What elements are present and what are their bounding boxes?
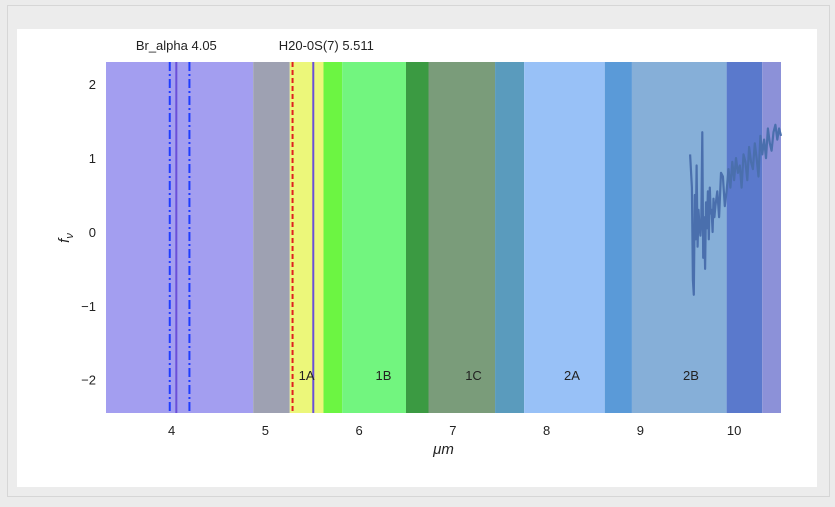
x-tick-label-2: 5: [262, 423, 269, 438]
y-axis-label: fν: [56, 233, 76, 243]
emission-line-markers: [168, 62, 315, 413]
y-tick-label-5: −2: [81, 373, 96, 388]
y-tick-label-2: 1: [89, 151, 96, 166]
x-tick-label-7: 10: [727, 423, 741, 438]
x-tick-label-4: 7: [449, 423, 456, 438]
region-labels: 1A 1B 1C 2A 2B: [299, 368, 699, 383]
band-6: [406, 62, 429, 413]
wavelength-bands: [106, 62, 781, 413]
band-1: [106, 62, 254, 413]
x-tick-label-5: 8: [543, 423, 550, 438]
y-tick-label-1: 2: [89, 77, 96, 92]
band-2: [253, 62, 290, 413]
band-4: [323, 62, 343, 413]
y-axis-label-subscript: ν: [64, 233, 76, 239]
emission-line-labels: Br_alpha 4.05 H20-0S(7) 5.511: [136, 38, 374, 53]
x-tick-label-6: 9: [637, 423, 644, 438]
band-13: [762, 62, 781, 413]
band-3: [289, 62, 324, 413]
line-label-1: Br_alpha 4.05: [136, 38, 217, 53]
y-axis-label-main: f: [56, 237, 73, 243]
y-tick-label-4: −1: [81, 299, 96, 314]
region-label-2: 1B: [376, 368, 392, 383]
band-10: [604, 62, 632, 413]
spectrum-series: [689, 123, 783, 296]
band-8: [495, 62, 525, 413]
band-7: [428, 62, 496, 413]
region-label-5: 2B: [683, 368, 699, 383]
band-9: [524, 62, 605, 413]
region-label-3: 1C: [465, 368, 482, 383]
line-label-2: H20-0S(7) 5.511: [279, 38, 374, 53]
band-11: [631, 62, 727, 413]
band-5: [342, 62, 406, 413]
x-axis-label: μm: [432, 441, 454, 458]
region-label-4: 2A: [564, 368, 580, 383]
x-tick-label-1: 4: [168, 423, 175, 438]
spectrum-line-1: [689, 123, 783, 296]
x-tick-label-3: 6: [356, 423, 363, 438]
band-12: [726, 62, 763, 413]
y-tick-label-3: 0: [89, 225, 96, 240]
region-label-1: 1A: [299, 368, 315, 383]
